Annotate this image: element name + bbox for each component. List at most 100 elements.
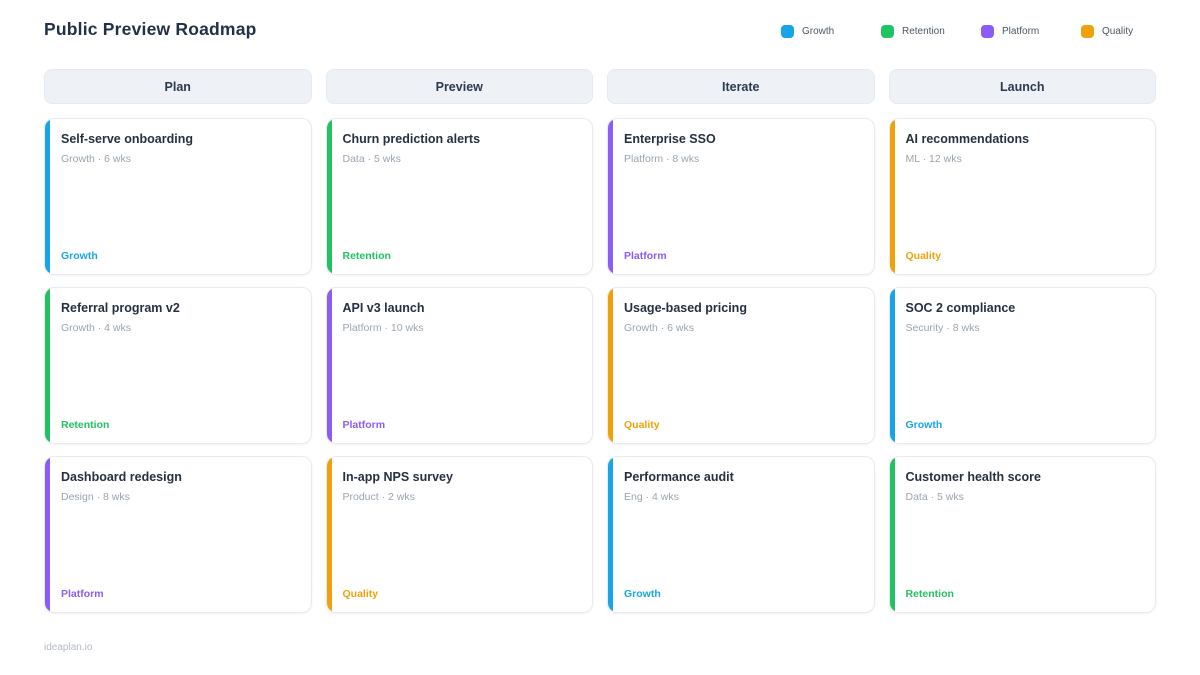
card-tag-label: Retention	[342, 250, 391, 262]
card-body: Enterprise SSO Platform · 8 wks	[608, 119, 874, 165]
legend-label: Platform	[1002, 26, 1040, 37]
legend-label: Quality	[1102, 26, 1134, 37]
column-header: Iterate	[607, 69, 875, 104]
card-accent-bar	[326, 288, 332, 443]
card-accent-bar	[45, 457, 50, 612]
card-body: Self-serve onboarding Growth · 6 wks	[45, 119, 311, 165]
card-tag-label: Retention	[61, 419, 110, 431]
roadmap-card[interactable]: In-app NPS survey Product · 2 wks Qualit…	[325, 456, 593, 613]
legend-item-platform: Platform	[981, 25, 1081, 38]
legend: Growth Retention Platform Quality	[781, 25, 1181, 38]
card-title: API v3 launch	[342, 301, 425, 315]
card-meta: ML · 12 wks	[905, 153, 962, 165]
card-meta: Design · 8 wks	[61, 491, 130, 503]
card-meta: Growth · 6 wks	[624, 322, 695, 334]
card-title: Churn prediction alerts	[342, 132, 481, 146]
card-meta: Growth · 4 wks	[61, 322, 132, 334]
card-tag-label: Quality	[905, 250, 942, 262]
legend-label: Growth	[802, 26, 835, 37]
legend-item-retention: Retention	[881, 25, 981, 38]
board: Plan Self-serve onboarding Growth · 6 wk…	[44, 69, 1156, 613]
card-tag-label: Quality	[342, 588, 379, 600]
card-title: Referral program v2	[61, 301, 180, 315]
card-body: Usage-based pricing Growth · 6 wks	[608, 288, 874, 334]
legend-swatch-icon	[781, 25, 794, 38]
card-title: Enterprise SSO	[624, 132, 716, 146]
roadmap-card[interactable]: AI recommendations ML · 12 wks Quality	[888, 118, 1156, 275]
card-tag-label: Growth	[905, 419, 943, 431]
card-title: SOC 2 compliance	[905, 301, 1016, 315]
roadmap-card[interactable]: Customer health score Data · 5 wks Reten…	[888, 456, 1156, 613]
card-list: Enterprise SSO Platform · 8 wks Platform…	[607, 118, 875, 613]
card-meta: Data · 5 wks	[342, 153, 401, 165]
roadmap-card[interactable]: Self-serve onboarding Growth · 6 wks Gro…	[44, 118, 312, 275]
card-body: Performance audit Eng · 4 wks	[608, 457, 874, 503]
card-tag-label: Platform	[61, 588, 104, 600]
card-accent-bar	[889, 457, 895, 612]
card-accent-bar	[889, 288, 895, 443]
card-tag-label: Growth	[61, 250, 98, 262]
card-accent-bar	[326, 119, 332, 274]
roadmap-card[interactable]: API v3 launch Platform · 10 wks Platform	[325, 287, 593, 444]
card-meta: Product · 2 wks	[342, 491, 415, 503]
roadmap-card[interactable]: Churn prediction alerts Data · 5 wks Ret…	[325, 118, 593, 275]
roadmap-card[interactable]: Referral program v2 Growth · 4 wks Reten…	[44, 287, 312, 444]
page-title: Public Preview Roadmap	[44, 19, 257, 39]
card-title: Customer health score	[905, 470, 1041, 484]
card-accent-bar	[608, 288, 613, 443]
card-title: Usage-based pricing	[624, 301, 747, 315]
card-meta: Platform · 8 wks	[624, 153, 700, 165]
legend-item-quality: Quality	[1081, 25, 1181, 38]
card-body: API v3 launch Platform · 10 wks	[327, 288, 593, 334]
card-list: AI recommendations ML · 12 wks Quality S…	[888, 118, 1156, 613]
card-title: AI recommendations	[905, 132, 1030, 146]
card-tag-label: Platform	[624, 250, 667, 262]
roadmap-card[interactable]: Usage-based pricing Growth · 6 wks Quali…	[607, 287, 875, 444]
card-tag-label: Quality	[624, 419, 660, 431]
card-title: In-app NPS survey	[342, 470, 453, 484]
card-body: Referral program v2 Growth · 4 wks	[45, 288, 311, 334]
card-meta: Security · 8 wks	[905, 322, 980, 334]
card-accent-bar	[326, 457, 332, 612]
card-meta: Data · 5 wks	[905, 491, 964, 503]
roadmap-card[interactable]: Dashboard redesign Design · 8 wks Platfo…	[44, 456, 312, 613]
card-accent-bar	[45, 119, 50, 274]
card-accent-bar	[608, 457, 613, 612]
card-body: AI recommendations ML · 12 wks	[890, 119, 1156, 165]
card-tag-label: Retention	[905, 588, 954, 600]
card-tag-label: Growth	[624, 588, 661, 600]
card-body: Churn prediction alerts Data · 5 wks	[327, 119, 593, 165]
legend-label: Retention	[902, 26, 945, 37]
card-body: Dashboard redesign Design · 8 wks	[45, 457, 311, 503]
card-meta: Eng · 4 wks	[624, 491, 679, 503]
card-accent-bar	[608, 119, 613, 274]
card-meta: Growth · 6 wks	[61, 153, 132, 165]
footer-brand: ideaplan.io	[44, 642, 93, 653]
column-preview: Preview Churn prediction alerts Data · 5…	[325, 69, 593, 613]
legend-swatch-icon	[881, 25, 894, 38]
legend-swatch-icon	[1081, 25, 1094, 38]
card-accent-bar	[889, 119, 895, 274]
card-meta: Platform · 10 wks	[342, 322, 424, 334]
column-iterate: Iterate Enterprise SSO Platform · 8 wks …	[607, 69, 875, 613]
card-body: SOC 2 compliance Security · 8 wks	[890, 288, 1156, 334]
column-launch: Launch AI recommendations ML · 12 wks Qu…	[888, 69, 1156, 613]
column-plan: Plan Self-serve onboarding Growth · 6 wk…	[44, 69, 312, 613]
roadmap-card[interactable]: Performance audit Eng · 4 wks Growth	[607, 456, 875, 613]
legend-swatch-icon	[981, 25, 994, 38]
card-body: In-app NPS survey Product · 2 wks	[327, 457, 593, 503]
card-title: Self-serve onboarding	[61, 132, 193, 146]
legend-item-growth: Growth	[781, 25, 881, 38]
card-title: Performance audit	[624, 470, 734, 484]
column-header: Plan	[44, 69, 312, 104]
card-list: Churn prediction alerts Data · 5 wks Ret…	[325, 118, 593, 613]
card-body: Customer health score Data · 5 wks	[890, 457, 1156, 503]
card-title: Dashboard redesign	[61, 470, 182, 484]
card-tag-label: Platform	[342, 419, 386, 431]
roadmap-card[interactable]: SOC 2 compliance Security · 8 wks Growth	[888, 287, 1156, 444]
roadmap-card[interactable]: Enterprise SSO Platform · 8 wks Platform	[607, 118, 875, 275]
column-header: Launch	[888, 69, 1156, 104]
card-accent-bar	[45, 288, 50, 443]
card-list: Self-serve onboarding Growth · 6 wks Gro…	[44, 118, 312, 613]
column-header: Preview	[325, 69, 593, 104]
